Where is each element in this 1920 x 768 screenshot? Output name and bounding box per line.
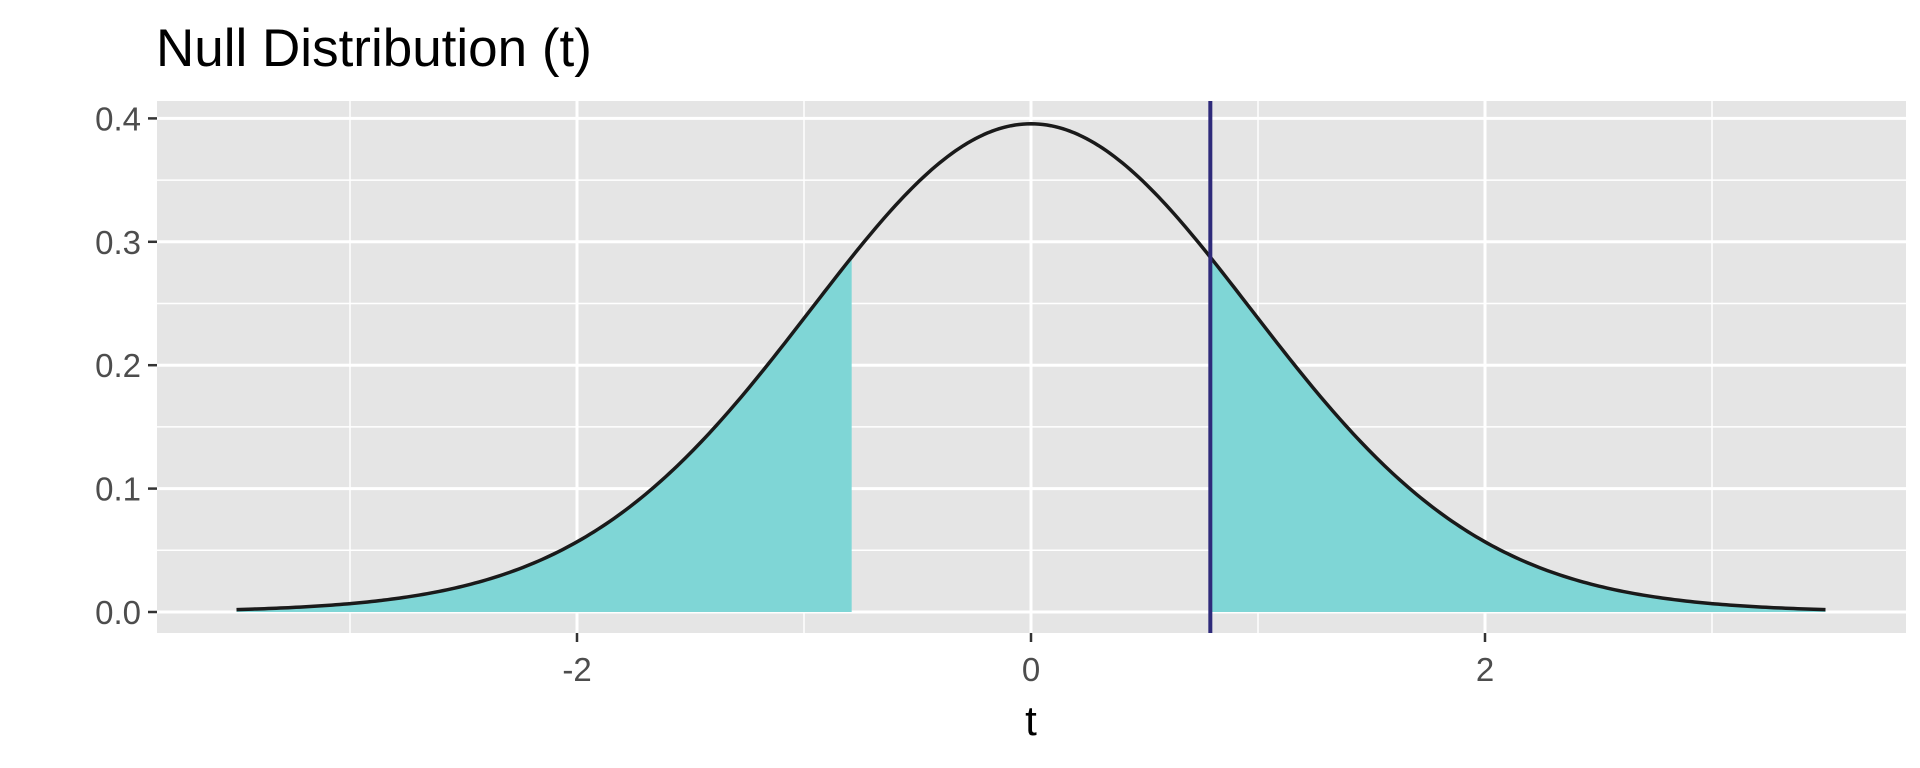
- y-axis: 0.0 0.1 0.2 0.3 0.4: [95, 100, 157, 631]
- x-tick-label: -2: [562, 651, 591, 688]
- right-tail-shade: [1210, 257, 1826, 612]
- x-axis-title: t: [1025, 697, 1037, 744]
- density-curve: [236, 122, 1826, 612]
- x-tick-label: 0: [1022, 651, 1040, 688]
- chart-title: Null Distribution (t): [156, 19, 592, 78]
- left-tail-shade: [236, 257, 852, 612]
- shaded-tail-regions: [236, 257, 1826, 612]
- x-axis: -2 0 2: [562, 633, 1494, 688]
- y-tick-label: 0.0: [95, 594, 141, 631]
- y-tick-label: 0.2: [95, 347, 141, 384]
- y-tick-label: 0.3: [95, 224, 141, 261]
- y-tick-label: 0.4: [95, 100, 141, 137]
- density-curve-layer: [236, 122, 1826, 612]
- y-tick-label: 0.1: [95, 471, 141, 508]
- x-tick-label: 2: [1476, 651, 1494, 688]
